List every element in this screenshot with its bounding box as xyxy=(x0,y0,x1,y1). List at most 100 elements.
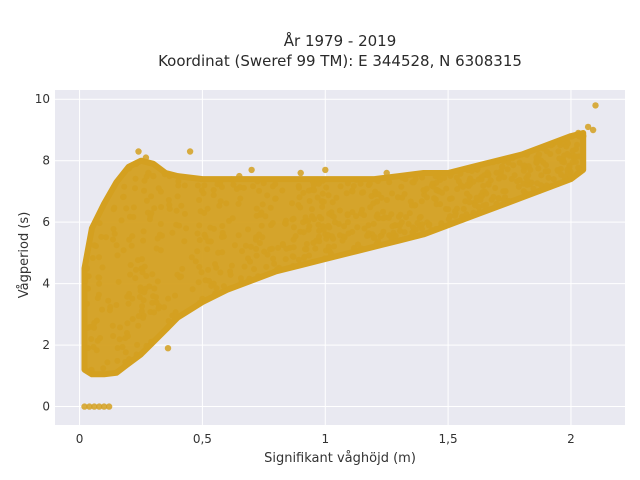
scatter-point xyxy=(311,216,317,223)
scatter-point xyxy=(251,266,257,273)
scatter-point xyxy=(355,241,361,248)
scatter-point xyxy=(510,162,517,169)
scatter-point xyxy=(82,277,89,284)
scatter-point xyxy=(339,237,346,244)
scatter-point xyxy=(370,235,377,241)
scatter-point xyxy=(151,285,158,292)
scatter-point xyxy=(570,152,577,159)
scatter-point xyxy=(91,320,98,326)
scatter-point xyxy=(270,255,277,262)
scatter-point xyxy=(89,255,96,261)
scatter-point xyxy=(329,199,336,206)
y-tick-label: 8 xyxy=(42,154,50,168)
scatter-point xyxy=(151,205,158,212)
scatter-point xyxy=(310,182,317,189)
scatter-point xyxy=(206,277,212,284)
scatter-point xyxy=(525,172,532,179)
scatter-point xyxy=(122,335,129,342)
scatter-point xyxy=(464,166,471,174)
scatter-point xyxy=(295,202,302,208)
scatter-point xyxy=(194,182,201,189)
scatter-point xyxy=(493,200,500,207)
scatter-point xyxy=(134,341,141,348)
scatter-point xyxy=(520,180,527,187)
scatter-point xyxy=(536,188,543,194)
scatter-point xyxy=(161,171,168,178)
scatter-point xyxy=(414,220,421,226)
scatter-point xyxy=(530,185,537,192)
y-tick-label: 0 xyxy=(42,400,50,414)
scatter-point xyxy=(564,170,571,177)
scatter-point xyxy=(279,187,286,194)
scatter-point xyxy=(96,220,103,227)
scatter-point xyxy=(100,365,107,372)
scatter-point xyxy=(543,182,550,189)
scatter-point xyxy=(223,200,230,207)
scatter-point xyxy=(196,237,203,244)
scatter-point xyxy=(143,273,150,279)
scatter-point xyxy=(129,316,136,322)
scatter-point xyxy=(419,174,426,181)
scatter-point xyxy=(443,185,450,192)
scatter-point xyxy=(354,224,361,231)
scatter-point xyxy=(169,229,176,236)
scatter-point xyxy=(255,273,262,280)
scatter-point xyxy=(534,180,541,187)
scatter-point xyxy=(322,166,329,174)
scatter-point xyxy=(275,244,282,251)
scatter-point xyxy=(485,172,491,179)
scatter-point xyxy=(253,245,260,252)
scatter-point xyxy=(328,209,335,216)
scatter-point xyxy=(274,266,281,273)
scatter-point xyxy=(257,211,264,218)
scatter-point xyxy=(99,264,106,271)
scatter-point xyxy=(397,227,403,234)
scatter-point xyxy=(173,207,180,214)
scatter-point xyxy=(533,158,540,165)
scatter-point xyxy=(405,221,412,227)
scatter-point xyxy=(88,336,95,342)
scatter-point xyxy=(535,151,543,158)
scatter-point xyxy=(311,187,318,194)
scatter-point xyxy=(305,187,312,194)
scatter-point xyxy=(344,180,351,187)
scatter-point xyxy=(577,168,584,174)
scatter-point xyxy=(210,187,217,193)
scatter-point xyxy=(428,182,435,189)
scatter-point xyxy=(253,252,260,259)
scatter-point xyxy=(343,190,350,197)
scatter-point xyxy=(417,213,424,220)
scatter-point xyxy=(320,226,327,233)
scatter-point xyxy=(555,148,562,155)
scatter-point xyxy=(231,242,238,249)
scatter-point xyxy=(124,293,131,300)
scatter-point xyxy=(145,169,152,177)
scatter-point xyxy=(478,174,485,181)
scatter-point xyxy=(383,169,390,177)
scatter-point xyxy=(132,275,139,282)
scatter-point xyxy=(412,226,419,233)
scatter-point xyxy=(318,215,325,222)
x-tick-label: 0 xyxy=(76,432,84,446)
scatter-point xyxy=(151,309,157,316)
scatter-point xyxy=(153,299,160,306)
scatter-point xyxy=(349,187,356,194)
scatter-point xyxy=(132,160,140,167)
x-tick-label: 2 xyxy=(567,432,575,446)
scatter-point xyxy=(97,335,104,341)
scatter-point xyxy=(181,210,188,217)
scatter-point xyxy=(375,191,382,198)
scatter-point xyxy=(359,189,365,196)
scatter-point xyxy=(153,245,160,252)
scatter-point xyxy=(286,244,293,251)
scatter-point xyxy=(555,180,562,187)
scatter-point xyxy=(105,403,113,410)
scatter-point xyxy=(457,182,464,189)
scatter-point xyxy=(100,403,108,410)
scatter-point xyxy=(172,309,179,316)
scatter-point xyxy=(515,183,522,190)
scatter-point xyxy=(201,182,208,189)
scatter-point xyxy=(212,261,218,268)
scatter-point xyxy=(353,213,359,220)
scatter-point xyxy=(300,189,307,196)
